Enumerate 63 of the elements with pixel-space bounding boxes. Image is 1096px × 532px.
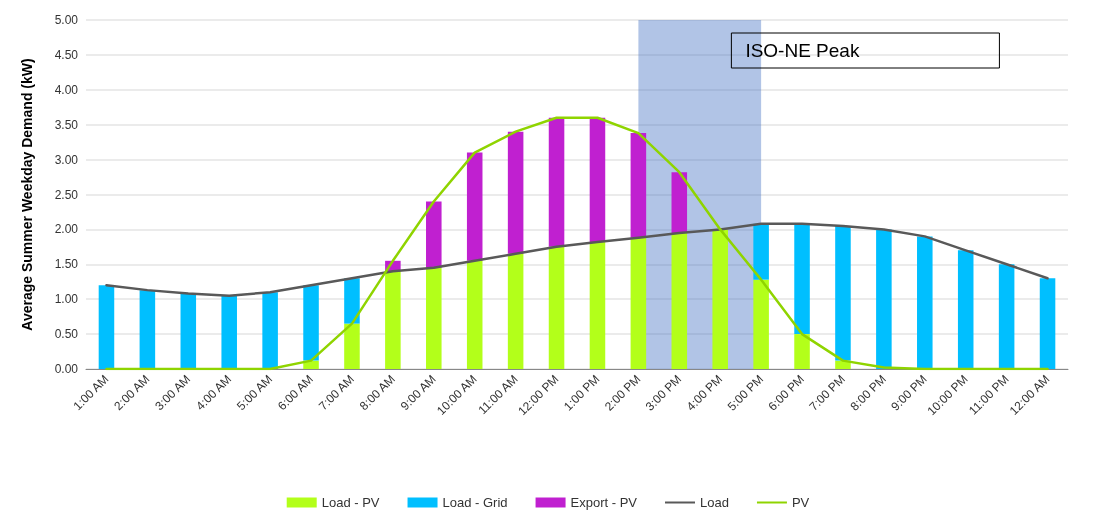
bar: [385, 271, 401, 369]
line-series: [105, 116, 1049, 371]
bar: [221, 295, 237, 369]
bar: [835, 225, 851, 361]
bar: [671, 172, 688, 233]
y-tick-label: 0.50: [54, 327, 79, 342]
bar: [507, 253, 524, 369]
bar: [303, 285, 319, 361]
line-series: [105, 222, 1049, 297]
legend-label: PV: [791, 495, 810, 510]
x-tick-label: 8:00 AM: [356, 372, 398, 414]
bar: [794, 223, 810, 335]
legend-label: Load: [700, 495, 729, 510]
bar: [589, 117, 606, 242]
y-tick-label: 2.00: [54, 222, 79, 237]
y-axis-title: Average Summer Weekday Demand (kW): [19, 58, 35, 331]
bar: [262, 292, 278, 369]
bar: [589, 241, 606, 369]
bar: [998, 264, 1015, 369]
bar: [753, 279, 769, 369]
y-tick-label: 5.00: [54, 13, 79, 27]
x-tick-label: 6:00 PM: [765, 372, 807, 414]
bar: [630, 133, 647, 238]
y-tick-label: 4.00: [54, 82, 79, 97]
x-tick-label: 4:00 AM: [193, 372, 235, 414]
y-tick-label: 3.50: [54, 117, 79, 132]
bar: [876, 229, 892, 369]
bar: [426, 267, 442, 369]
bar: [1039, 278, 1056, 369]
x-tick-label: 7:00 PM: [806, 372, 848, 414]
x-tick-label: 9:00 AM: [397, 372, 439, 414]
y-tick-label: 1.50: [54, 257, 79, 272]
y-tick-label: 1.00: [54, 292, 79, 307]
y-tick-label: 4.50: [54, 47, 79, 62]
x-tick-label: 3:00 AM: [152, 372, 194, 414]
bar: [344, 323, 360, 369]
bar: [671, 232, 688, 369]
bar: [98, 285, 115, 369]
bar: [507, 131, 524, 254]
bar: [426, 201, 442, 268]
x-tick-label: 4:00 PM: [683, 372, 726, 414]
y-tick-label: 2.50: [54, 187, 79, 202]
bar: [794, 334, 810, 369]
bar: [548, 246, 565, 369]
bar: [630, 237, 647, 369]
bar: [466, 152, 483, 261]
bar: [753, 223, 769, 280]
bar: [139, 290, 156, 369]
bar: [180, 293, 197, 369]
x-tick-label: 5:00 AM: [234, 372, 276, 414]
bar: [917, 236, 933, 369]
x-tick-label: 7:00 AM: [315, 372, 357, 414]
y-tick-label: 3.00: [54, 152, 79, 167]
legend-label: Export - PV: [570, 495, 638, 510]
bar: [344, 278, 360, 324]
bar: [712, 229, 728, 369]
bar: [957, 250, 974, 369]
bar: [548, 117, 565, 247]
legend-label: Load - PV: [321, 495, 380, 510]
bar: [466, 260, 483, 369]
band-label: ISO-NE Peak: [745, 40, 860, 61]
x-tick-label: 6:00 AM: [274, 372, 316, 414]
legend-label: Load - Grid: [442, 495, 508, 510]
